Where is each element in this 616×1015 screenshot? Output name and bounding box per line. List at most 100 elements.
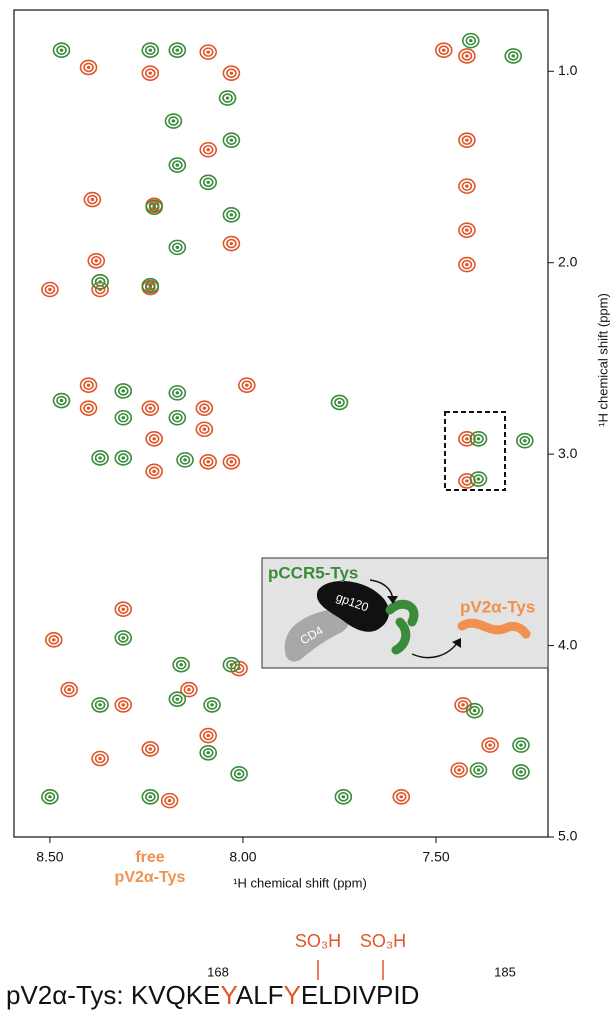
gp120-shape (316, 580, 389, 632)
sulfotyrosine: Y (284, 980, 301, 1010)
contour-ring (148, 202, 160, 212)
sulfotyrosine: Y (220, 980, 237, 1010)
sequence: pV2α-Tys: KVQKEYALFYELDIVPID (6, 980, 419, 1010)
contour-core (59, 398, 64, 403)
contour-core (175, 416, 180, 420)
contour-core (98, 456, 102, 460)
arrow (411, 641, 459, 659)
contour-ring (515, 767, 527, 777)
contour-core (206, 180, 211, 184)
peak (160, 792, 179, 809)
contour-ring (461, 181, 473, 191)
contour-core (152, 205, 156, 209)
inset-label: pCCR5-Tys (268, 563, 358, 582)
arrow-head (452, 638, 461, 648)
peak (52, 392, 71, 409)
contour-core (175, 48, 180, 52)
sequence-part: pV2α-Tys: KVQKE (6, 980, 220, 1010)
peak (145, 463, 163, 480)
peak (141, 741, 160, 757)
contour-core (399, 795, 404, 799)
contour-core (341, 795, 346, 799)
peak (465, 702, 484, 719)
contour-core (465, 437, 469, 441)
contour-ring (117, 633, 129, 643)
peak (168, 385, 187, 401)
contour-core (457, 768, 461, 772)
peak (458, 222, 476, 238)
peak (41, 788, 59, 805)
peak (168, 691, 187, 707)
peak (330, 394, 349, 411)
contour-core (229, 138, 234, 142)
contour-ring (172, 45, 183, 56)
contour-core (476, 437, 481, 441)
contour-core (468, 39, 473, 43)
peak (434, 42, 453, 59)
inset-label: pV2α-Tys (460, 597, 535, 616)
contour-ring (83, 403, 94, 413)
contour-core (472, 709, 477, 713)
contour-ring (144, 403, 156, 413)
contour-ring (202, 47, 214, 57)
contour-core (245, 383, 249, 387)
contour-ring (90, 255, 102, 266)
peak (199, 44, 218, 60)
contour-core (202, 406, 207, 410)
contour-core (229, 71, 234, 75)
contour-core (148, 71, 153, 75)
contour-core (183, 458, 187, 462)
contour-ring (461, 434, 473, 444)
contour-ring (438, 45, 450, 56)
contour-ring (56, 395, 67, 406)
contour-ring (44, 284, 56, 295)
contour-core (98, 756, 102, 761)
contour-ring (172, 242, 183, 253)
peak (164, 113, 183, 129)
peak (145, 199, 163, 215)
peak (334, 788, 353, 805)
contour-core (187, 687, 191, 692)
peak (481, 737, 499, 753)
contour-core (206, 460, 211, 464)
peak (52, 42, 71, 59)
peak (180, 681, 198, 698)
contour-ring (457, 700, 469, 710)
contour-core (465, 479, 469, 483)
contour-core (465, 138, 469, 142)
contour-ring (469, 705, 480, 716)
peak (114, 383, 133, 399)
y-tick-label: 1.0 (558, 62, 578, 78)
contour-ring (144, 744, 156, 754)
peak (79, 377, 98, 394)
contour-ring (144, 45, 156, 56)
peak (168, 42, 187, 59)
contour-core (148, 48, 153, 52)
peak (176, 452, 194, 468)
peak (141, 400, 160, 416)
contour-ring (168, 116, 179, 126)
contour-core (121, 416, 126, 420)
annotation: free (135, 849, 164, 866)
contour-ring (117, 604, 129, 614)
contour-core (90, 197, 95, 202)
peak (458, 178, 476, 194)
peak (79, 400, 98, 416)
peak (114, 697, 133, 713)
contour-core (121, 389, 126, 393)
y-tick-label: 3.0 (558, 445, 578, 461)
highlight-box (444, 411, 506, 491)
contour-ring (199, 424, 210, 435)
peak (87, 252, 106, 269)
contour-ring (507, 51, 519, 61)
contour-core (86, 406, 91, 410)
contour-ring (226, 135, 237, 145)
contour-core (148, 795, 153, 799)
contour-ring (334, 397, 345, 408)
contour-ring (226, 659, 237, 670)
contour-core (206, 148, 211, 152)
contour-core (476, 768, 481, 772)
peak (222, 207, 241, 223)
peak (41, 281, 59, 298)
